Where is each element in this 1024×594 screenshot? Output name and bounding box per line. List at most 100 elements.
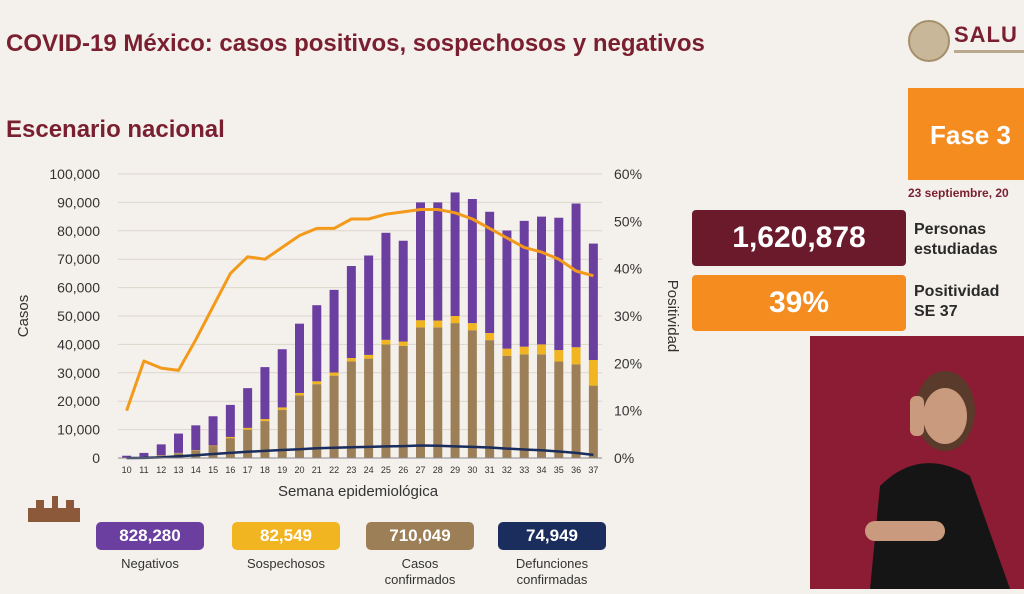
bar-segment bbox=[468, 330, 477, 458]
bar-segment bbox=[226, 438, 235, 458]
y2-tick-label: 40% bbox=[614, 261, 642, 277]
bar-segment bbox=[174, 434, 183, 453]
bar-segment bbox=[347, 358, 356, 361]
people-studied-value: 1,620,878 bbox=[692, 210, 906, 266]
x-tick-label: 33 bbox=[519, 465, 529, 475]
legend-value: 74,949 bbox=[498, 522, 606, 550]
x-tick-label: 11 bbox=[139, 465, 148, 475]
bar-segment bbox=[243, 428, 252, 430]
bar-segment bbox=[416, 320, 425, 327]
bar-segment bbox=[364, 359, 373, 458]
bar-segment bbox=[347, 361, 356, 458]
x-tick-label: 22 bbox=[329, 465, 339, 475]
legend-label-line1: Casos bbox=[366, 556, 474, 572]
covid-chart: 010,00020,00030,00040,00050,00060,00070,… bbox=[0, 0, 690, 520]
bar-segment bbox=[364, 355, 373, 359]
bar-segment bbox=[364, 256, 373, 355]
x-tick-label: 12 bbox=[156, 465, 166, 475]
x-tick-label: 14 bbox=[191, 465, 201, 475]
sign-language-interpreter bbox=[810, 336, 1024, 589]
y2-tick-label: 50% bbox=[614, 213, 642, 229]
bar-segment bbox=[278, 407, 287, 409]
seal-icon bbox=[908, 20, 950, 62]
y-axis-label: Casos bbox=[15, 295, 32, 338]
legend-value: 828,280 bbox=[96, 522, 204, 550]
bar-segment bbox=[295, 324, 304, 393]
positivity-label: Positividad SE 37 bbox=[914, 282, 999, 322]
bar-segment bbox=[381, 344, 390, 458]
x-tick-label: 31 bbox=[485, 465, 495, 475]
bar-segment bbox=[243, 430, 252, 458]
bar-segment bbox=[433, 321, 442, 328]
bar-segment bbox=[226, 405, 235, 437]
bar-segment bbox=[502, 231, 511, 349]
bar-segment bbox=[260, 421, 269, 458]
y-tick-label: 100,000 bbox=[49, 166, 100, 182]
x-tick-label: 24 bbox=[364, 465, 374, 475]
bar-segment bbox=[554, 350, 563, 361]
legend-label: Sospechosos bbox=[232, 556, 340, 572]
bar-segment bbox=[572, 204, 581, 348]
y2-axis-label: Positividad bbox=[664, 280, 681, 353]
x-tick-label: 36 bbox=[571, 465, 581, 475]
salud-logo: SALU bbox=[906, 18, 1024, 66]
bar-segment bbox=[520, 354, 529, 458]
bar-segment bbox=[381, 340, 390, 345]
bar-segment bbox=[520, 221, 529, 347]
x-tick-label: 25 bbox=[381, 465, 391, 475]
legend-label-line1: Negativos bbox=[96, 556, 204, 572]
bar-segment bbox=[433, 327, 442, 458]
bar-segment bbox=[191, 425, 200, 450]
bar-segment bbox=[520, 347, 529, 355]
bar-segment bbox=[330, 376, 339, 458]
x-tick-label: 37 bbox=[588, 465, 598, 475]
bar-segment bbox=[416, 202, 425, 320]
x-tick-label: 34 bbox=[536, 465, 546, 475]
x-tick-label: 17 bbox=[243, 465, 253, 475]
x-tick-label: 16 bbox=[225, 465, 235, 475]
x-tick-label: 13 bbox=[173, 465, 183, 475]
bar-segment bbox=[502, 349, 511, 356]
bar-segment bbox=[502, 356, 511, 458]
bar-segment bbox=[485, 333, 494, 340]
y2-tick-label: 20% bbox=[614, 355, 642, 371]
bar-segment bbox=[416, 327, 425, 458]
bar-segment bbox=[433, 202, 442, 320]
interpreter-figure bbox=[810, 336, 1024, 589]
people-studied-label-line1: Personas bbox=[914, 220, 998, 240]
bar-segment bbox=[537, 217, 546, 345]
y-tick-label: 50,000 bbox=[57, 308, 100, 324]
x-tick-label: 15 bbox=[208, 465, 218, 475]
interpreter-face bbox=[923, 388, 967, 444]
bar-segment bbox=[312, 384, 321, 458]
logo-underline bbox=[954, 50, 1024, 53]
legend-label-line2: confirmadas bbox=[498, 572, 606, 588]
interpreter-hand bbox=[910, 396, 924, 436]
bar-segment bbox=[295, 393, 304, 396]
bar-segment bbox=[399, 241, 408, 342]
bar-segment bbox=[139, 453, 148, 457]
bar-segment bbox=[468, 323, 477, 330]
x-tick-label: 19 bbox=[277, 465, 287, 475]
x-tick-label: 18 bbox=[260, 465, 270, 475]
y2-tick-label: 60% bbox=[614, 166, 642, 182]
bar-segment bbox=[226, 437, 235, 438]
phase-badge: Fase 3 bbox=[908, 88, 1024, 180]
y-tick-label: 20,000 bbox=[57, 393, 100, 409]
bar-segment bbox=[347, 266, 356, 358]
legend-label: Negativos bbox=[96, 556, 204, 572]
y-tick-label: 30,000 bbox=[57, 365, 100, 381]
bar-segment bbox=[209, 446, 218, 458]
bar-segment bbox=[537, 344, 546, 354]
legend-value: 82,549 bbox=[232, 522, 340, 550]
bar-segment bbox=[157, 444, 166, 455]
y-tick-label: 60,000 bbox=[57, 280, 100, 296]
y2-tick-label: 10% bbox=[614, 403, 642, 419]
bar-segment bbox=[451, 316, 460, 323]
people-studied-label: Personas estudiadas bbox=[914, 220, 998, 260]
legend-label-line1: Defunciones bbox=[498, 556, 606, 572]
bar-segment bbox=[278, 349, 287, 407]
y2-tick-label: 30% bbox=[614, 308, 642, 324]
bar-segment bbox=[330, 290, 339, 373]
x-tick-label: 10 bbox=[122, 465, 132, 475]
